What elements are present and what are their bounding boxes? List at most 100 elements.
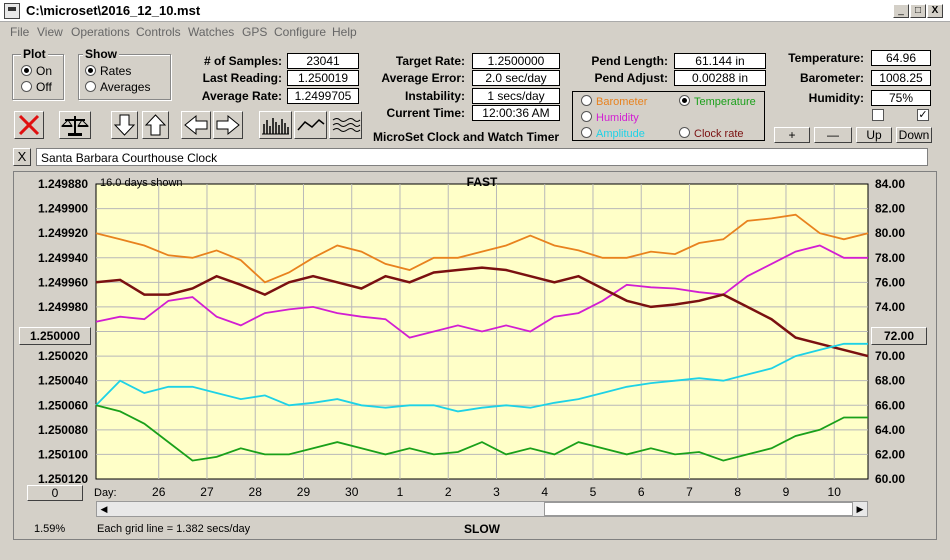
days-shown-label: 16.0 days shown — [100, 177, 183, 189]
current-time-value: 12:00:36 AM — [472, 105, 560, 121]
x-tick-label: 30 — [345, 485, 359, 499]
left-tick-label: 1.249880 — [38, 177, 88, 191]
red-x-icon — [18, 114, 40, 136]
stop-button[interactable] — [14, 111, 44, 139]
menu-watches[interactable]: Watches — [188, 25, 235, 39]
plot-on-radio[interactable]: On — [21, 64, 52, 78]
clock-name-field[interactable]: Santa Barbara Courthouse Clock — [36, 148, 928, 166]
x-tick-label: 8 — [734, 485, 741, 499]
right-tick-label: 82.00 — [875, 202, 905, 216]
right-tick-label: 60.00 — [875, 472, 905, 486]
scale-plus-button[interactable]: + — [774, 127, 810, 143]
close-button[interactable]: X — [927, 4, 943, 18]
x-tick-label: 26 — [152, 485, 166, 499]
plot-group-title: Plot — [21, 47, 48, 61]
x-tick-label: 29 — [297, 485, 311, 499]
right-tick-label: 68.00 — [875, 374, 905, 388]
pend-length-label: Pend Length: — [591, 54, 668, 68]
source-humidity-radio[interactable]: Humidity — [581, 111, 639, 124]
last-reading-value: 1.250019 — [287, 70, 359, 86]
left-tick-label: 1.250020 — [38, 349, 88, 363]
up-arrow-button[interactable] — [142, 111, 169, 139]
left-tick-label: 1.249940 — [38, 251, 88, 265]
menu-configure[interactable]: Configure — [274, 25, 327, 39]
left-tick-label: 1.249900 — [38, 202, 88, 216]
wave-button[interactable] — [329, 111, 362, 139]
series-line-1 — [95, 244, 868, 339]
left-bottom-button[interactable]: 0 — [27, 485, 83, 501]
pend-adjust-label: Pend Adjust: — [594, 71, 668, 85]
target-rate-label: Target Rate: — [395, 54, 465, 68]
arrow-down-icon — [113, 114, 136, 136]
menu-operations[interactable]: Operations — [71, 25, 130, 39]
plot-group: Plot On Off — [12, 47, 64, 100]
balance-button[interactable] — [59, 111, 91, 139]
menu-controls[interactable]: Controls — [136, 25, 181, 39]
instability-value: 1 secs/day — [472, 88, 560, 104]
menu-gps[interactable]: GPS — [242, 25, 268, 39]
average-error-label: Average Error: — [381, 71, 465, 85]
right-tick-label: 80.00 — [875, 226, 905, 240]
scroll-right-icon[interactable]: ▶ — [856, 504, 864, 514]
show-averages-radio[interactable]: Averages — [85, 80, 150, 94]
checkbox-1[interactable] — [872, 109, 884, 121]
fast-label: FAST — [467, 175, 498, 189]
x-tick-label: 28 — [249, 485, 263, 499]
histogram-button[interactable] — [259, 111, 292, 139]
trend-button[interactable] — [294, 111, 327, 139]
show-rates-radio[interactable]: Rates — [85, 64, 131, 78]
left-tick-label: 1.249920 — [38, 226, 88, 240]
plot-off-radio[interactable]: Off — [21, 80, 52, 94]
left-tick-label: 1.249980 — [38, 300, 88, 314]
wave-icon — [332, 118, 361, 132]
checkbox-2[interactable]: ✓ — [917, 109, 929, 121]
window-title: C:\microset\2016_12_10.mst — [26, 3, 201, 18]
source-temperature-radio[interactable]: Temperature — [679, 95, 756, 108]
series-line-4 — [95, 404, 868, 462]
minimize-button[interactable]: _ — [893, 4, 909, 18]
source-barometer-radio[interactable]: Barometer — [581, 95, 647, 108]
scale-down-button[interactable]: Down — [896, 127, 932, 143]
right-arrow-button[interactable] — [213, 111, 243, 139]
x-tick-label: 27 — [200, 485, 214, 499]
horizontal-scrollbar[interactable]: ◀ ▶ — [96, 501, 868, 517]
menu-file[interactable]: File — [10, 25, 30, 39]
right-center-button[interactable]: 72.00 — [871, 327, 927, 345]
pend-adjust-value: 0.00288 in — [674, 70, 766, 86]
percent-label: 1.59% — [34, 523, 65, 535]
source-clock-rate-radio[interactable]: Clock rate — [679, 127, 744, 140]
samples-label: # of Samples: — [203, 54, 282, 68]
left-arrow-button[interactable] — [181, 111, 211, 139]
chart-series — [95, 213, 869, 462]
menu-view[interactable]: View — [37, 25, 63, 39]
scroll-left-icon[interactable]: ◀ — [100, 504, 108, 514]
maximize-button[interactable]: □ — [910, 4, 926, 18]
close-clock-button[interactable]: X — [13, 148, 31, 166]
show-group: Show Rates Averages — [78, 47, 171, 100]
show-group-title: Show — [83, 47, 119, 61]
left-center-button[interactable]: 1.250000 — [19, 327, 91, 345]
x-tick-label: 2 — [445, 485, 452, 499]
barometer-label: Barometer: — [799, 71, 864, 85]
right-tick-label: 84.00 — [875, 177, 905, 191]
average-rate-label: Average Rate: — [201, 89, 282, 103]
arrow-left-icon — [184, 114, 208, 136]
menu-help[interactable]: Help — [332, 25, 357, 39]
right-tick-label: 66.00 — [875, 398, 905, 412]
x-tick-label: 7 — [686, 485, 693, 499]
right-tick-label: 70.00 — [875, 349, 905, 363]
scale-up-button[interactable]: Up — [856, 127, 892, 143]
right-tick-label: 76.00 — [875, 275, 905, 289]
barometer-value: 1008.25 — [871, 70, 931, 86]
rate-chart: 1.249880 1.249900 1.249920 1.249940 1.249960… — [34, 175, 905, 536]
source-amplitude-radio[interactable]: Amplitude — [581, 127, 645, 140]
x-tick-label: 10 — [828, 485, 842, 499]
down-arrow-button[interactable] — [111, 111, 138, 139]
series-line-3 — [95, 342, 868, 413]
app-icon — [4, 3, 20, 19]
left-tick-label: 1.250040 — [38, 374, 88, 388]
right-tick-label: 64.00 — [875, 423, 905, 437]
program-title: MicroSet Clock and Watch Timer — [373, 130, 560, 144]
scrollbar-thumb[interactable] — [544, 502, 853, 516]
scale-minus-button[interactable]: — — [814, 127, 852, 143]
